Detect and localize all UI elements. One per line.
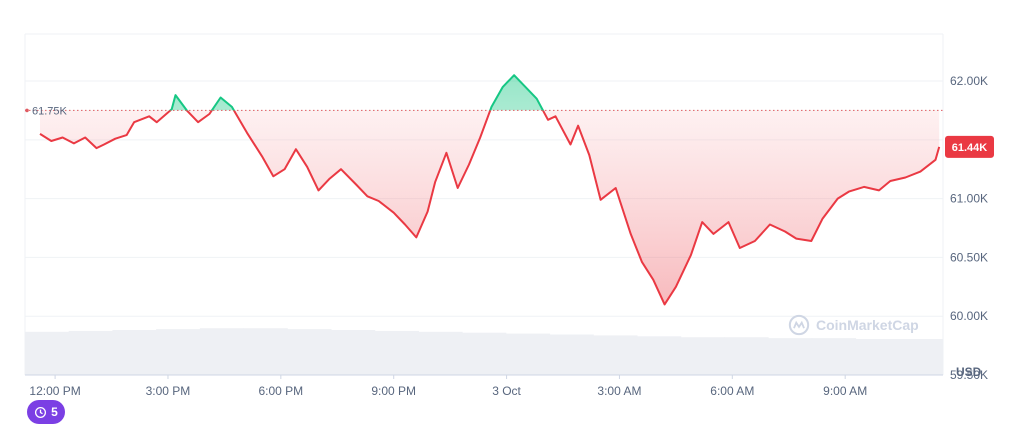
- volume-bar: [199, 328, 245, 375]
- volume-bar: [899, 339, 944, 375]
- reference-marker: [25, 108, 29, 113]
- y-tick-label: 61.00K: [950, 192, 988, 206]
- volume-bar: [724, 337, 769, 375]
- price-area-below-reference: [40, 110, 940, 305]
- current-price-label: 61.44K: [952, 142, 988, 154]
- volume-bar: [855, 339, 900, 375]
- volume-bar: [243, 328, 288, 375]
- axis-unit-label: USD: [956, 365, 982, 379]
- price-line-up[interactable]: [40, 74, 939, 304]
- volume-bar: [462, 332, 507, 375]
- coinmarketcap-logo-icon: [788, 314, 810, 336]
- volume-bar: [593, 335, 638, 375]
- x-tick-label: 9:00 PM: [371, 384, 416, 398]
- current-price-tag: [945, 135, 994, 158]
- volume-bar: [418, 331, 463, 375]
- volume-bar: [768, 338, 813, 375]
- volume-bar: [811, 338, 857, 375]
- x-tick-label: 12:00 PM: [29, 384, 80, 398]
- watermark: CoinMarketCap: [788, 314, 919, 336]
- x-tick-label: 3 Oct: [492, 384, 521, 398]
- volume-bar: [331, 330, 376, 375]
- volume-bar: [156, 329, 201, 375]
- history-clock-icon: [35, 406, 47, 418]
- events-badge[interactable]: 5: [27, 400, 65, 424]
- volume-bar: [287, 329, 332, 375]
- volume-bar: [374, 330, 419, 375]
- volume-bar: [637, 336, 682, 375]
- volume-bar: [505, 333, 551, 375]
- y-tick-label: 60.50K: [950, 250, 988, 264]
- x-tick-label: 9:00 AM: [823, 384, 867, 398]
- x-tick-label: 3:00 AM: [597, 384, 641, 398]
- volume-bar: [68, 330, 113, 375]
- price-line-down[interactable]: [39, 75, 941, 306]
- volume-bar: [680, 337, 725, 375]
- events-count: 5: [51, 405, 58, 419]
- y-tick-label: 60.00K: [950, 309, 988, 323]
- volume-bar: [549, 334, 594, 375]
- x-tick-label: 3:00 PM: [146, 384, 191, 398]
- x-tick-label: 6:00 AM: [710, 384, 754, 398]
- y-tick-label: 59.50K: [950, 368, 988, 382]
- volume-bar: [25, 331, 70, 375]
- reference-label: 61.75K: [32, 105, 68, 117]
- y-tick-label: 62.00K: [950, 74, 988, 88]
- x-tick-label: 6:00 PM: [258, 384, 303, 398]
- watermark-text: CoinMarketCap: [816, 317, 919, 333]
- volume-bar: [112, 330, 157, 375]
